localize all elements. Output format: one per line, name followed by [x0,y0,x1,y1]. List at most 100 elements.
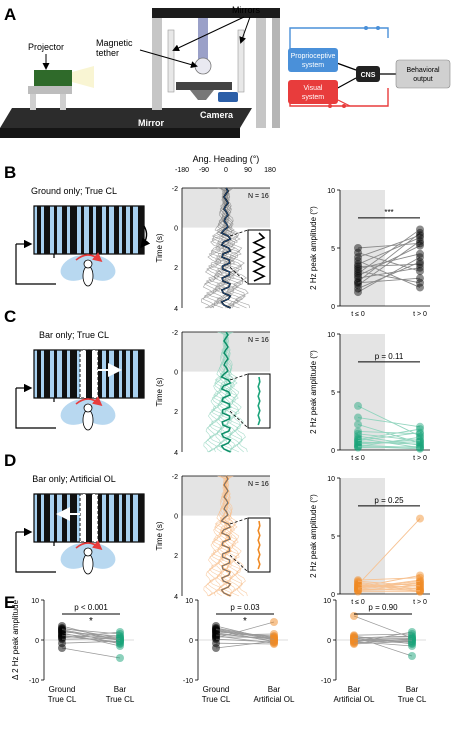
amp-y-tick: 10 [327,332,335,339]
stripe [54,206,57,254]
e-y-tick: 10 [323,598,331,605]
pair-line [357,518,421,586]
tether-line-1: Magnetic [96,38,133,48]
turn-arrow [75,396,103,407]
table-top [0,108,252,128]
pair-line [353,638,413,644]
time-label: Time (s) [155,521,164,550]
data-point [416,586,424,595]
time-label: Time (s) [155,377,164,406]
data-point [416,443,424,452]
output-line-1: Behavioral [406,67,440,74]
fly-body [82,409,94,431]
pair-line [353,638,413,642]
time-label: Time (s) [155,233,164,262]
pair-line [357,433,421,442]
data-point [416,257,424,266]
pair-line [357,242,421,249]
feedback-loop [15,532,56,573]
visual-line-1: Visual [304,85,323,92]
data-point [354,278,362,287]
data-point [354,277,362,286]
pair-line [357,240,421,286]
amp-ylabel: 2 Hz peak amplitude (°) [309,350,318,434]
frame-pillar [256,10,266,128]
rig-illustration [0,8,280,138]
time-tick: 0 [174,370,178,377]
data-point [354,577,362,586]
amp-y-tick: 10 [327,476,335,483]
data-point [416,278,424,287]
visual-label: Visual system [302,85,324,101]
data-point [354,427,362,436]
data-point [354,271,362,280]
time-tick: 4 [174,306,178,313]
frame-pillar [152,10,162,110]
proprio-line-1: Proprioceptive [291,53,336,60]
e-x-tick: True CL [106,695,135,704]
data-point [354,439,362,448]
stripe [62,494,67,542]
heading-trace [225,475,248,597]
heading-tick: -90 [199,167,209,174]
panel-label-b: B [4,163,16,182]
label-magnetic-tether: Magnetic tether [96,38,133,58]
data-point [354,248,362,257]
feedback-loop [15,244,56,285]
data-point [354,253,362,262]
tether-column [198,18,208,62]
pair-line [215,642,275,645]
pair-line [357,270,421,284]
data-point [354,580,362,589]
heading-trace [207,475,227,597]
data-point [354,576,362,585]
stripe [114,206,119,254]
e-y-tick: 0 [35,638,39,645]
inset-connector [229,229,249,237]
panel-label-e: E [4,593,15,612]
projector-body [34,70,72,86]
label-camera: Camera [200,110,234,120]
stripe [138,350,144,398]
data-point [354,274,362,283]
data-point [416,263,424,272]
time-tick: -2 [172,186,178,193]
data-point [354,584,362,593]
data-point [416,231,424,240]
data-point [354,420,362,429]
camera-body [218,92,238,102]
pair-line [353,636,413,638]
e-y-tick: 10 [31,598,39,605]
pair-line [357,417,421,428]
pair-line [357,277,421,284]
stripe [44,494,50,542]
stat-annotation: p < 0.001 [74,603,108,612]
panel-c: C Bar only; True CL -2 0 2 4 Time (s) N = 16 0 5 1… [4,307,430,462]
amp-x-tick: t ≤ 0 [351,311,365,318]
time-tick: 4 [174,594,178,601]
stripe [44,350,50,398]
pair-line [357,441,421,444]
data-point [354,260,362,269]
stripe [138,494,144,542]
time-tick: -2 [172,474,178,481]
inset-connector [229,373,249,381]
pair-line [357,245,421,277]
stripe [89,206,93,254]
data-point [354,436,362,445]
proprio-line-2: system [302,62,324,69]
data-point [270,618,278,626]
data-point [354,585,362,594]
stripe [122,206,126,254]
fly-head [83,403,93,413]
pair-line [353,636,413,657]
e-y-tick: -10 [321,678,331,685]
stripe [130,350,133,398]
data-point [416,283,424,292]
data-point [354,281,362,290]
data-point [58,625,66,634]
heading-trace [207,331,227,453]
data-point [270,630,278,638]
data-point [354,284,362,293]
pair-line [357,256,421,293]
